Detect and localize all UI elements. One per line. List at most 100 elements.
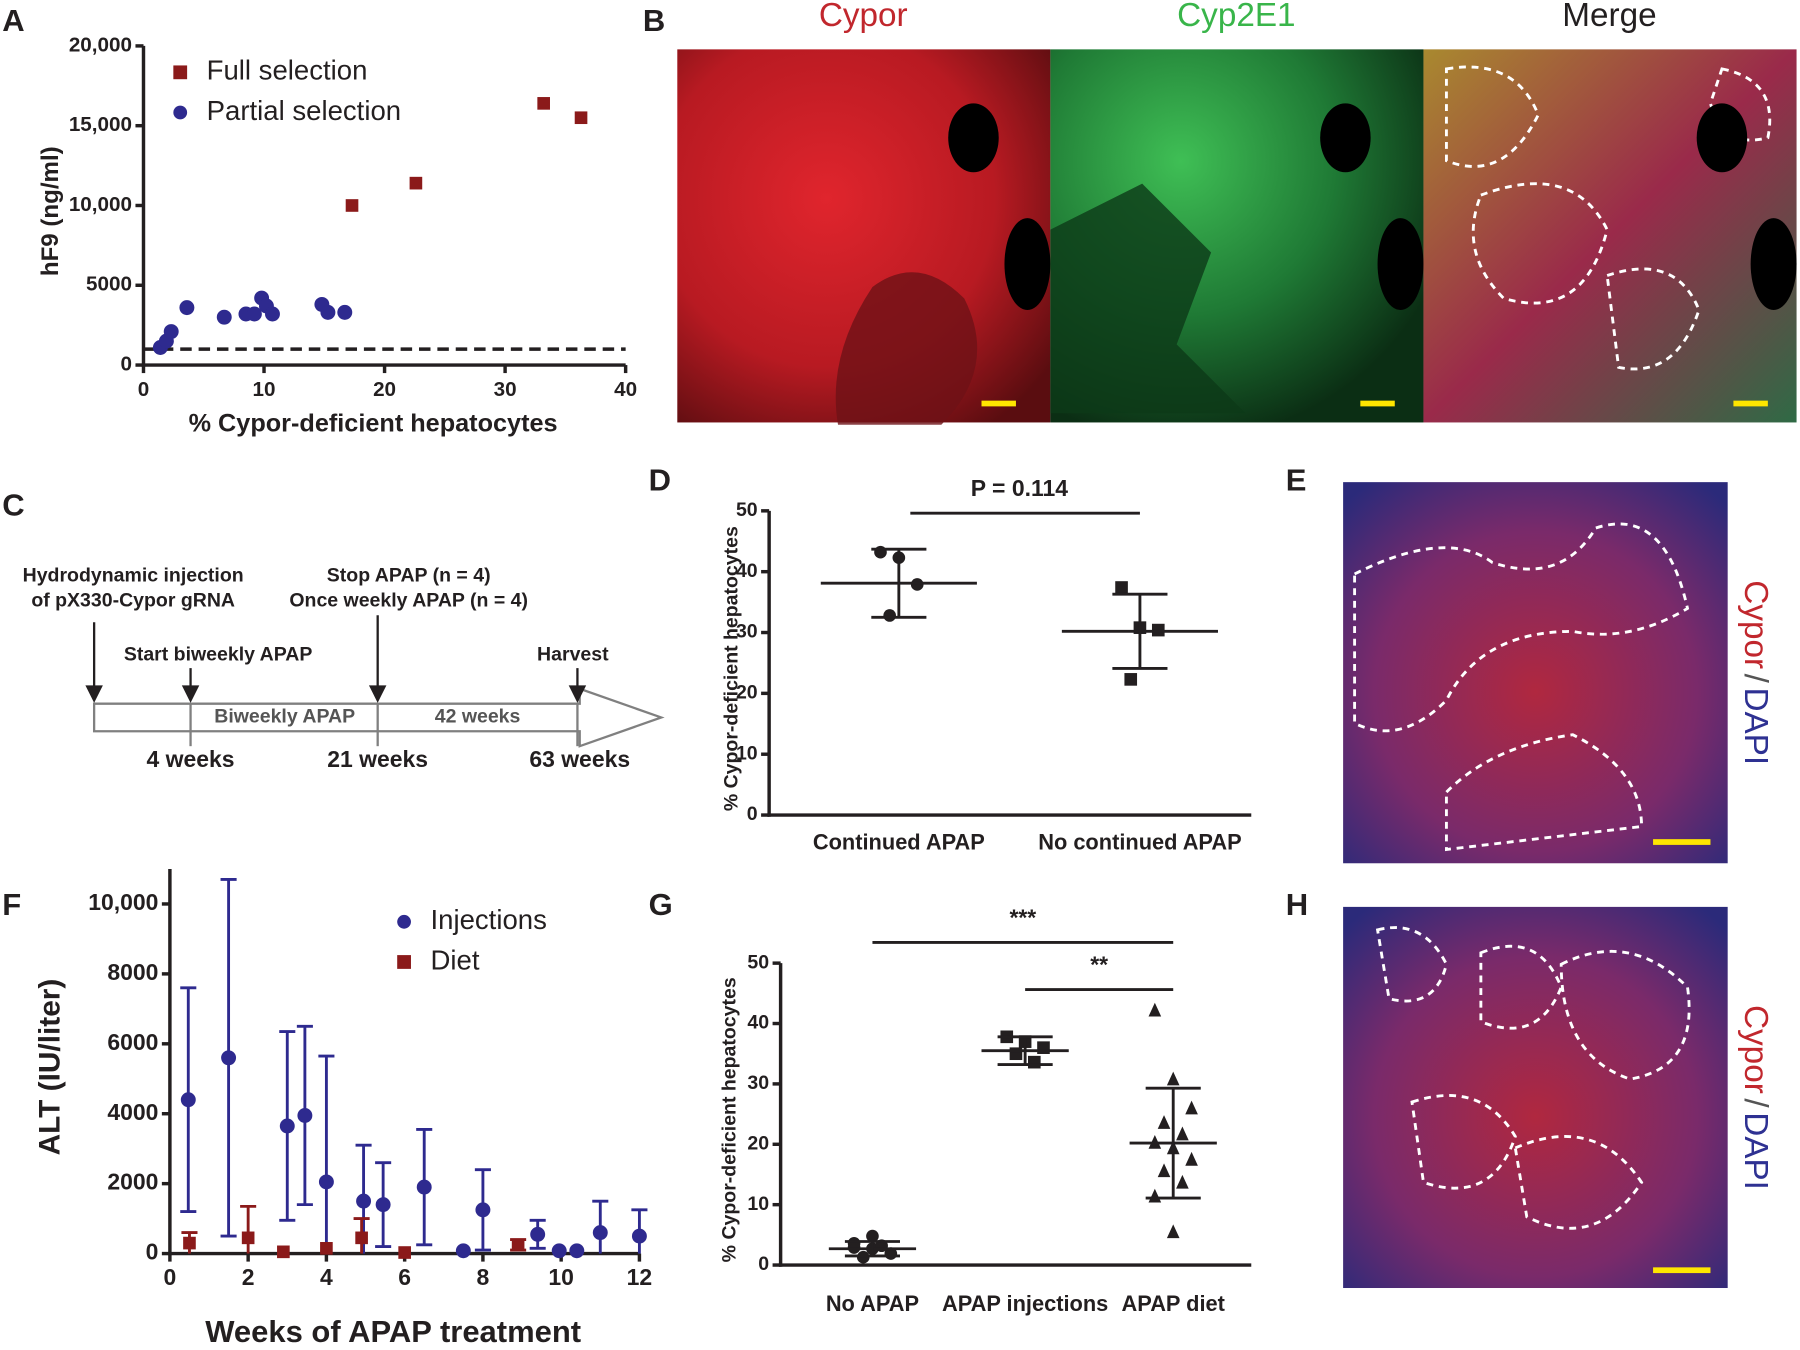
micrograph-vessel <box>1320 103 1371 173</box>
marker <box>631 1228 647 1244</box>
x-tick-label: 10 <box>548 1264 574 1290</box>
x-tick-label: 6 <box>398 1264 411 1290</box>
x-tick-label: APAP injections <box>942 1291 1108 1316</box>
marker <box>277 1245 290 1259</box>
marker <box>320 304 336 320</box>
separator: / <box>1737 674 1774 684</box>
y-axis-title: % Cypor-deficient hepatocytes <box>718 977 740 1262</box>
marker <box>1124 673 1138 686</box>
x-tick-label: No continued APAP <box>1038 830 1241 855</box>
y-tick-label: 0 <box>758 1253 769 1275</box>
marker <box>455 1243 471 1259</box>
panel-label: C <box>2 488 24 523</box>
marker <box>246 306 262 322</box>
y-tick-label: 50 <box>747 951 769 973</box>
y-tick-label: 40 <box>747 1012 769 1034</box>
marker <box>265 306 280 322</box>
marker <box>356 1193 372 1209</box>
sd-bar <box>1145 1086 1201 1200</box>
marker <box>375 1197 391 1213</box>
micrograph-region <box>835 272 978 425</box>
y-tick-label: 40 <box>736 560 758 582</box>
timeline-segment: 42 weeks <box>435 706 521 728</box>
marker <box>511 1238 525 1252</box>
marker <box>183 1236 196 1250</box>
marker <box>398 1246 411 1259</box>
x-tick-label: Continued APAP <box>813 830 985 855</box>
x-tick-label: 8 <box>477 1264 490 1290</box>
marker <box>173 105 188 120</box>
marker <box>530 1226 546 1242</box>
stain: Cypor <box>1737 1005 1774 1094</box>
marker <box>337 304 353 320</box>
marker <box>1185 1100 1198 1115</box>
y-tick-label: 20 <box>747 1132 769 1154</box>
channel-title: Cyp2E1 <box>1177 0 1295 34</box>
micrograph-e: Cypor / DAPI <box>1343 482 1774 864</box>
timeline: Hydrodynamic injection of pX330-Cypor gR… <box>23 564 665 772</box>
marker <box>179 300 195 316</box>
panel-label: D <box>649 462 671 497</box>
x-tick-label: No APAP <box>826 1291 919 1316</box>
panel-label: G <box>649 887 673 922</box>
marker <box>173 65 188 80</box>
x-tick-label: APAP diet <box>1122 1291 1225 1316</box>
y-tick-label: 0 <box>747 803 758 825</box>
micrograph-vessel <box>948 103 999 173</box>
x-tick-label: 10 <box>253 378 276 401</box>
timeline-time: 63 weeks <box>529 746 630 772</box>
stain: DAPI <box>1737 687 1774 765</box>
y-tick-label: 8000 <box>107 959 158 985</box>
y-tick-label: 6000 <box>107 1029 158 1055</box>
x-tick-label: 12 <box>627 1264 653 1290</box>
marker <box>345 199 359 212</box>
marker <box>297 1108 313 1123</box>
marker <box>1166 1224 1180 1239</box>
micrograph-h: Cypor / DAPI <box>1343 906 1774 1289</box>
marker <box>1157 1163 1171 1178</box>
scale-bar <box>981 400 1016 407</box>
micrograph-vessel <box>1377 218 1424 310</box>
sd-bar <box>997 1035 1053 1067</box>
micrograph <box>1343 482 1728 864</box>
error-bar <box>240 1204 257 1254</box>
y-tick-label: 10,000 <box>88 889 158 915</box>
x-tick-label: 0 <box>138 378 150 401</box>
annotation: P = 0.114 <box>971 475 1068 501</box>
outline <box>1353 522 1690 852</box>
y-axis-title: ALT (IU/liter) <box>34 979 67 1156</box>
y-tick-label: 10 <box>736 742 758 764</box>
scale-bar <box>1733 400 1768 407</box>
y-tick-label: 2000 <box>107 1169 158 1195</box>
marker <box>416 1179 432 1195</box>
y-tick-label: 10,000 <box>69 193 132 216</box>
x-tick-label: 4 <box>320 1264 333 1290</box>
sd-bar <box>1112 592 1168 670</box>
marker <box>1176 1126 1189 1141</box>
error-bar <box>318 1054 335 1254</box>
y-tick-label: 0 <box>121 353 133 376</box>
marker <box>537 97 550 110</box>
y-tick-label: 10 <box>747 1193 769 1215</box>
micrograph-region <box>1050 183 1246 414</box>
marker <box>883 609 896 622</box>
micrograph-row: Cypor Cyp2E1 Merge <box>677 0 1797 425</box>
marker <box>221 1050 237 1066</box>
x-tick-label: 2 <box>242 1264 255 1290</box>
y-axis-title: % Cypor-deficient hepatocytes <box>721 526 743 811</box>
marker <box>1148 1188 1162 1203</box>
panel-label: E <box>1286 462 1307 497</box>
timeline-event: Hydrodynamic injection <box>23 564 244 586</box>
channel-title: Merge <box>1562 0 1656 34</box>
marker <box>279 1118 295 1134</box>
marker <box>866 1229 879 1243</box>
stain: DAPI <box>1737 1112 1774 1190</box>
y-axis-title: hF9 (ng/ml) <box>37 146 64 276</box>
y-tick-label: 5000 <box>86 273 132 296</box>
marker <box>397 955 411 969</box>
timeline-segment: Biweekly APAP <box>214 706 355 728</box>
micrograph-vessel <box>1750 218 1797 310</box>
x-tick-label: 40 <box>614 378 637 401</box>
marker <box>475 1202 491 1218</box>
panel-label: F <box>2 887 21 922</box>
